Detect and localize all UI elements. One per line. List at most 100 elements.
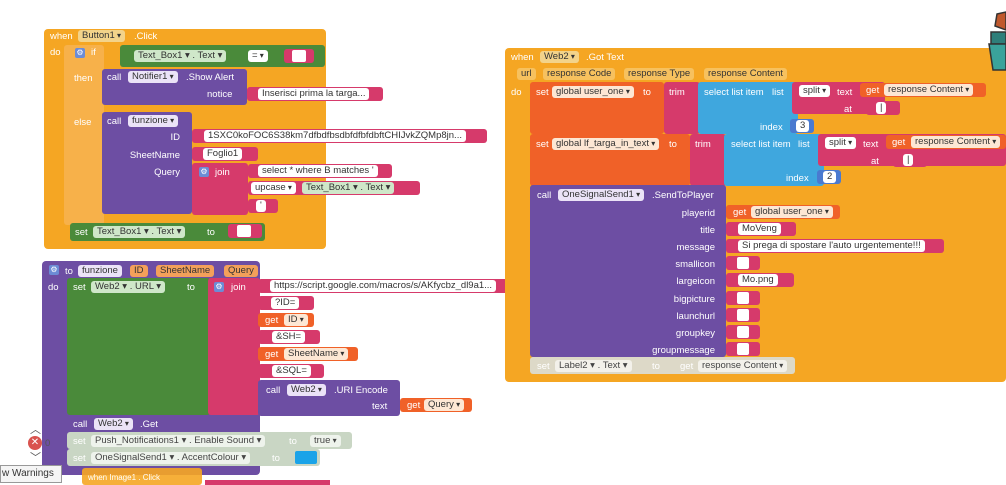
error-icon[interactable]: ✕ [28, 436, 42, 450]
title-text[interactable]: MoVeng [738, 223, 781, 235]
trim-block[interactable] [690, 134, 726, 186]
trash-can-icon[interactable] [983, 10, 1006, 72]
set-label: set [73, 453, 86, 464]
chevron-up-icon[interactable]: ︿ [30, 424, 41, 436]
call-label: call [107, 116, 122, 127]
url-join-block[interactable] [208, 278, 260, 415]
show-warnings-button[interactable]: w Warnings [0, 465, 62, 483]
param-url[interactable]: url [517, 68, 536, 80]
sql-param-value[interactable]: &SQL= [272, 365, 311, 377]
chevron-down-icon[interactable]: ﹀ [30, 452, 41, 464]
do-label: do [511, 87, 522, 98]
index-value[interactable]: 2 [823, 171, 837, 183]
true-value[interactable]: true [310, 435, 341, 447]
sh-param-value[interactable]: &SH= [272, 331, 306, 343]
send-to-player-block[interactable] [530, 185, 726, 357]
select-list-item-block[interactable] [724, 134, 824, 186]
param-groupmessage: groupmessage [652, 345, 715, 356]
id-param-value[interactable]: ?ID= [271, 297, 300, 309]
query-text[interactable]: select * where B matches ' [258, 165, 378, 177]
separator-text[interactable]: | [876, 102, 887, 114]
trim-block[interactable] [664, 82, 700, 134]
web2-dropdown[interactable]: Web2 [540, 51, 579, 63]
label2-ref[interactable]: Label2 ▾ . Text ▾ [555, 360, 632, 372]
empty-text-block[interactable] [284, 49, 314, 63]
response-content-dropdown[interactable]: response Content [911, 136, 1001, 148]
web2-dropdown[interactable]: Web2 [94, 418, 133, 430]
arg-sheetname[interactable]: SheetName [156, 265, 215, 277]
when-label: when [50, 31, 73, 42]
separator-text[interactable]: | [903, 154, 914, 166]
select-list-item-block[interactable] [698, 82, 798, 134]
id-text[interactable]: 1SXC0koFOC6S38km7dfbdfbsdbfdfbfdbftCHIJv… [204, 130, 466, 142]
notice-text[interactable]: Inserisci prima la targa... [258, 88, 370, 100]
funzione-dropdown[interactable]: funzione [128, 115, 179, 127]
param-response-code[interactable]: response Code [543, 68, 616, 80]
get-id-dropdown[interactable]: ID [284, 314, 308, 326]
gear-icon[interactable]: ⚙ [214, 282, 224, 292]
upcase-dropdown[interactable]: upcase [251, 182, 296, 194]
click-event-label: .Click [134, 31, 158, 42]
bigpicture-text-block[interactable] [726, 291, 760, 305]
procedure-name[interactable]: funzione [78, 265, 122, 277]
textbox-ref[interactable]: Text_Box1 ▾ . Text ▾ [93, 226, 186, 238]
accent-color-swatch[interactable] [295, 451, 317, 464]
web2-dropdown[interactable]: Web2 [287, 384, 326, 396]
param-response-type[interactable]: response Type [624, 68, 695, 80]
groupkey-text-block[interactable] [726, 325, 760, 339]
global-user-one-dropdown[interactable]: global user_one [552, 86, 634, 98]
largeicon-text[interactable]: Mo.png [738, 274, 778, 286]
set-label: set [73, 436, 86, 447]
arg-id[interactable]: ID [130, 265, 148, 277]
split-dropdown[interactable]: split [825, 137, 857, 149]
join-label: join [215, 167, 230, 178]
notifier1-dropdown[interactable]: Notifier1 [128, 71, 178, 83]
response-content-dropdown[interactable]: response Content [884, 84, 974, 96]
url-text[interactable]: https://script.google.com/macros/s/AKfyc… [270, 280, 497, 292]
groupmessage-text-block[interactable] [726, 342, 760, 356]
sheetname-param: SheetName [129, 150, 180, 161]
param-message: message [676, 242, 715, 253]
sheet-text[interactable]: Foglio1 [203, 148, 243, 160]
at-label: at [844, 104, 852, 115]
response-content-dropdown[interactable]: response Content [698, 360, 788, 372]
call-funzione-block[interactable] [102, 112, 192, 214]
if-block[interactable] [64, 45, 104, 225]
equals-operator[interactable]: = [248, 50, 268, 62]
else-label: else [74, 117, 92, 128]
image-click-block[interactable] [82, 468, 202, 485]
index-value[interactable]: 3 [796, 120, 810, 132]
user-one-dropdown[interactable]: global user_one [751, 206, 833, 218]
textbox-ref[interactable]: Text_Box1 ▾ . Text ▾ [134, 50, 227, 62]
message-text[interactable]: Si prega di spostare l'auto urgentemente… [738, 240, 925, 252]
empty-text-block[interactable] [228, 224, 262, 238]
gear-icon[interactable]: ⚙ [75, 48, 85, 58]
text-label: text [863, 139, 879, 150]
set-url-block[interactable] [67, 278, 210, 415]
gear-icon[interactable]: ⚙ [49, 265, 59, 275]
param-playerid: playerid [681, 208, 715, 219]
accent-ref[interactable]: OneSignalSend1 ▾ . AccentColour ▾ [91, 452, 251, 464]
textbox-ref[interactable]: Text_Box1 ▾ . Text ▾ [302, 182, 395, 194]
onesignal-dropdown[interactable]: OneSignalSend1 [558, 189, 645, 201]
get-query-dropdown[interactable]: Query [424, 399, 465, 411]
global-targa-dropdown[interactable]: global lf_targa_in_text [552, 138, 660, 150]
smallicon-text-block[interactable] [726, 256, 760, 270]
arg-query[interactable]: Query [224, 265, 258, 277]
web2-url-ref[interactable]: Web2 ▾ . URL ▾ [91, 281, 166, 293]
launchurl-text-block[interactable] [726, 308, 760, 322]
uri-encode-label: .URI Encode [334, 385, 388, 396]
gear-icon[interactable]: ⚙ [199, 167, 209, 177]
quote-text[interactable]: ' [256, 200, 266, 212]
param-response-content[interactable]: response Content [704, 68, 787, 80]
get-label: get [733, 207, 747, 218]
get-sheetname-dropdown[interactable]: SheetName [284, 348, 349, 360]
push-ref[interactable]: Push_Notifications1 ▾ . Enable Sound ▾ [91, 435, 266, 447]
split-dropdown[interactable]: split [799, 85, 831, 97]
id-param: ID [170, 132, 181, 143]
get-label: get [680, 361, 694, 372]
button1-dropdown[interactable]: Button1 [78, 30, 125, 42]
cut-block [205, 480, 330, 485]
uri-encode-block[interactable] [258, 380, 400, 416]
set-label: set [536, 87, 549, 98]
